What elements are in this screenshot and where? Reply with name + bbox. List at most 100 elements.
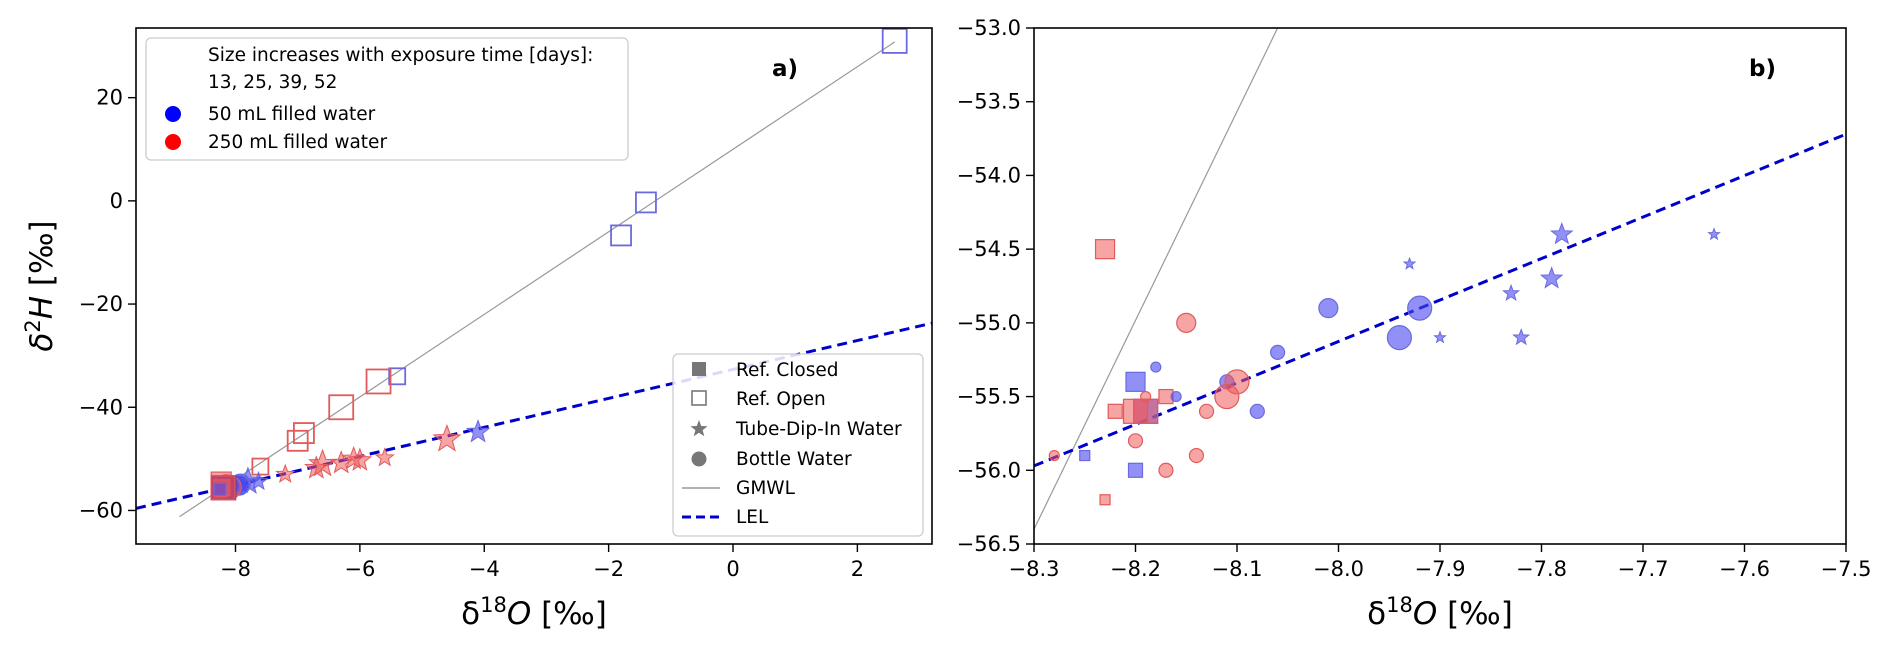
x-tick-label: −4 (469, 557, 500, 581)
data-point (304, 455, 329, 479)
data-point (1150, 361, 1162, 373)
data-point (1707, 227, 1721, 241)
legend-lel: LEL (736, 507, 769, 528)
lel-line (1034, 132, 1846, 468)
data-point (1125, 371, 1146, 392)
data-point (1318, 298, 1339, 319)
x-tick-label: −8.0 (1313, 557, 1364, 581)
panel-a: −8 −6 −4 −2 0 2 −60 −40 −20 0 20 a) Size increase… (21, 27, 933, 632)
x-tick-label: −8.2 (1110, 557, 1161, 581)
data-point (465, 419, 491, 443)
y-tick-label: −53.0 (957, 16, 1021, 40)
panel-b: −8.3 −8.2 −8.1 −8.0 −7.9 −7.8 −7.7 −7.6 −7.5 −56… (957, 16, 1872, 632)
panel-b-marks (1034, 28, 1846, 530)
panel-b-xlabel: δ18O [‰] (1367, 593, 1513, 632)
panel-b-label: b) (1749, 56, 1776, 82)
legend-ref-open: Ref. Open (736, 389, 826, 410)
legend-ref-closed: Ref. Closed (736, 360, 838, 381)
data-point (1127, 433, 1144, 449)
y-tick-label: −40 (79, 395, 123, 419)
data-point (1122, 398, 1149, 424)
panel-a-xlabel: δ18O [‰] (461, 593, 607, 632)
data-point (1407, 295, 1433, 321)
x-tick-label: 0 (726, 557, 739, 581)
legend-filled-square-icon (692, 362, 706, 376)
data-point (1249, 403, 1265, 419)
legend-open-square-icon (691, 390, 707, 406)
y-tick-label: −56.5 (957, 532, 1021, 556)
x-tick-label: −8.3 (1009, 557, 1060, 581)
data-point (1188, 447, 1205, 464)
data-point (1386, 325, 1413, 351)
data-point (328, 394, 355, 421)
x-tick-label: −6 (344, 557, 375, 581)
legend-info-line-2: 13, 25, 39, 52 (208, 72, 337, 93)
x-tick-label: −8 (220, 557, 251, 581)
y-tick-label: −60 (79, 498, 123, 522)
data-point (1099, 494, 1111, 506)
y-tick-label: −53.5 (957, 90, 1021, 114)
x-tick-label: −7.9 (1415, 557, 1466, 581)
x-tick-label: −8.1 (1212, 557, 1263, 581)
panel-a-x-ticks: −8 −6 −4 −2 0 2 (220, 544, 864, 581)
y-tick-label: −20 (79, 292, 123, 316)
data-point (1158, 462, 1174, 478)
data-point (1214, 383, 1240, 410)
x-tick-label: −7.6 (1719, 557, 1770, 581)
legend-info: Size increases with exposure time [days]… (145, 37, 629, 161)
panel-b-frame (1033, 27, 1847, 545)
legend-blue-dot (165, 106, 181, 122)
panel-a-label: a) (772, 56, 798, 82)
data-point (388, 367, 407, 386)
y-tick-label: −56.0 (957, 458, 1021, 482)
gmwl-line (179, 41, 896, 518)
gmwl-line (1034, 28, 1279, 530)
y-tick-label: 20 (96, 86, 123, 110)
data-point (248, 470, 269, 491)
data-point (881, 28, 908, 54)
x-tick-label: −2 (593, 557, 624, 581)
y-tick-label: −55.0 (957, 311, 1021, 335)
data-point (1402, 256, 1417, 270)
data-point (1107, 403, 1123, 419)
x-tick-label: −7.8 (1516, 557, 1567, 581)
data-point (1539, 266, 1564, 289)
panel-a-ylabel: δ2H [‰] (21, 220, 60, 351)
data-point (1048, 449, 1060, 462)
data-point (432, 424, 462, 452)
data-point (635, 191, 657, 214)
data-point (1127, 462, 1144, 478)
panel-a-y-ticks: −60 −40 −20 0 20 (79, 86, 136, 522)
legend-gmwl: GMWL (736, 478, 796, 499)
data-point (1176, 312, 1197, 333)
data-point (275, 463, 296, 483)
y-tick-label: −55.5 (957, 385, 1021, 409)
data-point (365, 368, 392, 395)
data-point (213, 482, 227, 496)
data-point (1502, 283, 1521, 302)
data-point (1079, 449, 1091, 462)
data-point (374, 447, 395, 467)
y-tick-label: −54.5 (957, 237, 1021, 261)
data-point (1094, 239, 1116, 260)
legend-entry-250ml: 250 mL filled water (208, 132, 387, 153)
panel-a-frame (135, 27, 933, 545)
legend-entry-50ml: 50 mL filled water (208, 104, 376, 125)
data-point (308, 448, 338, 477)
legend-markers-box (672, 353, 924, 537)
y-tick-label: −54.0 (957, 163, 1021, 187)
legend-red-dot (165, 134, 181, 150)
panel-b-y-ticks: −56.5 −56.0 −55.5 −55.0 −54.5 −54.0 −53.5 −53.0 (957, 16, 1034, 556)
data-point (1433, 330, 1447, 344)
legend-circle-icon (691, 451, 707, 467)
data-point (1140, 390, 1152, 403)
legend-bottle-water: Bottle Water (736, 449, 852, 470)
legend-info-box (145, 37, 629, 161)
x-tick-label: 2 (851, 557, 864, 581)
data-point (286, 429, 309, 452)
legend-markers: Ref. Closed Ref. Open Tube-Dip-In Water … (672, 353, 924, 537)
data-point (341, 445, 366, 470)
data-point (1198, 403, 1215, 419)
legend-info-line-1: Size increases with exposure time [days]… (208, 45, 593, 66)
